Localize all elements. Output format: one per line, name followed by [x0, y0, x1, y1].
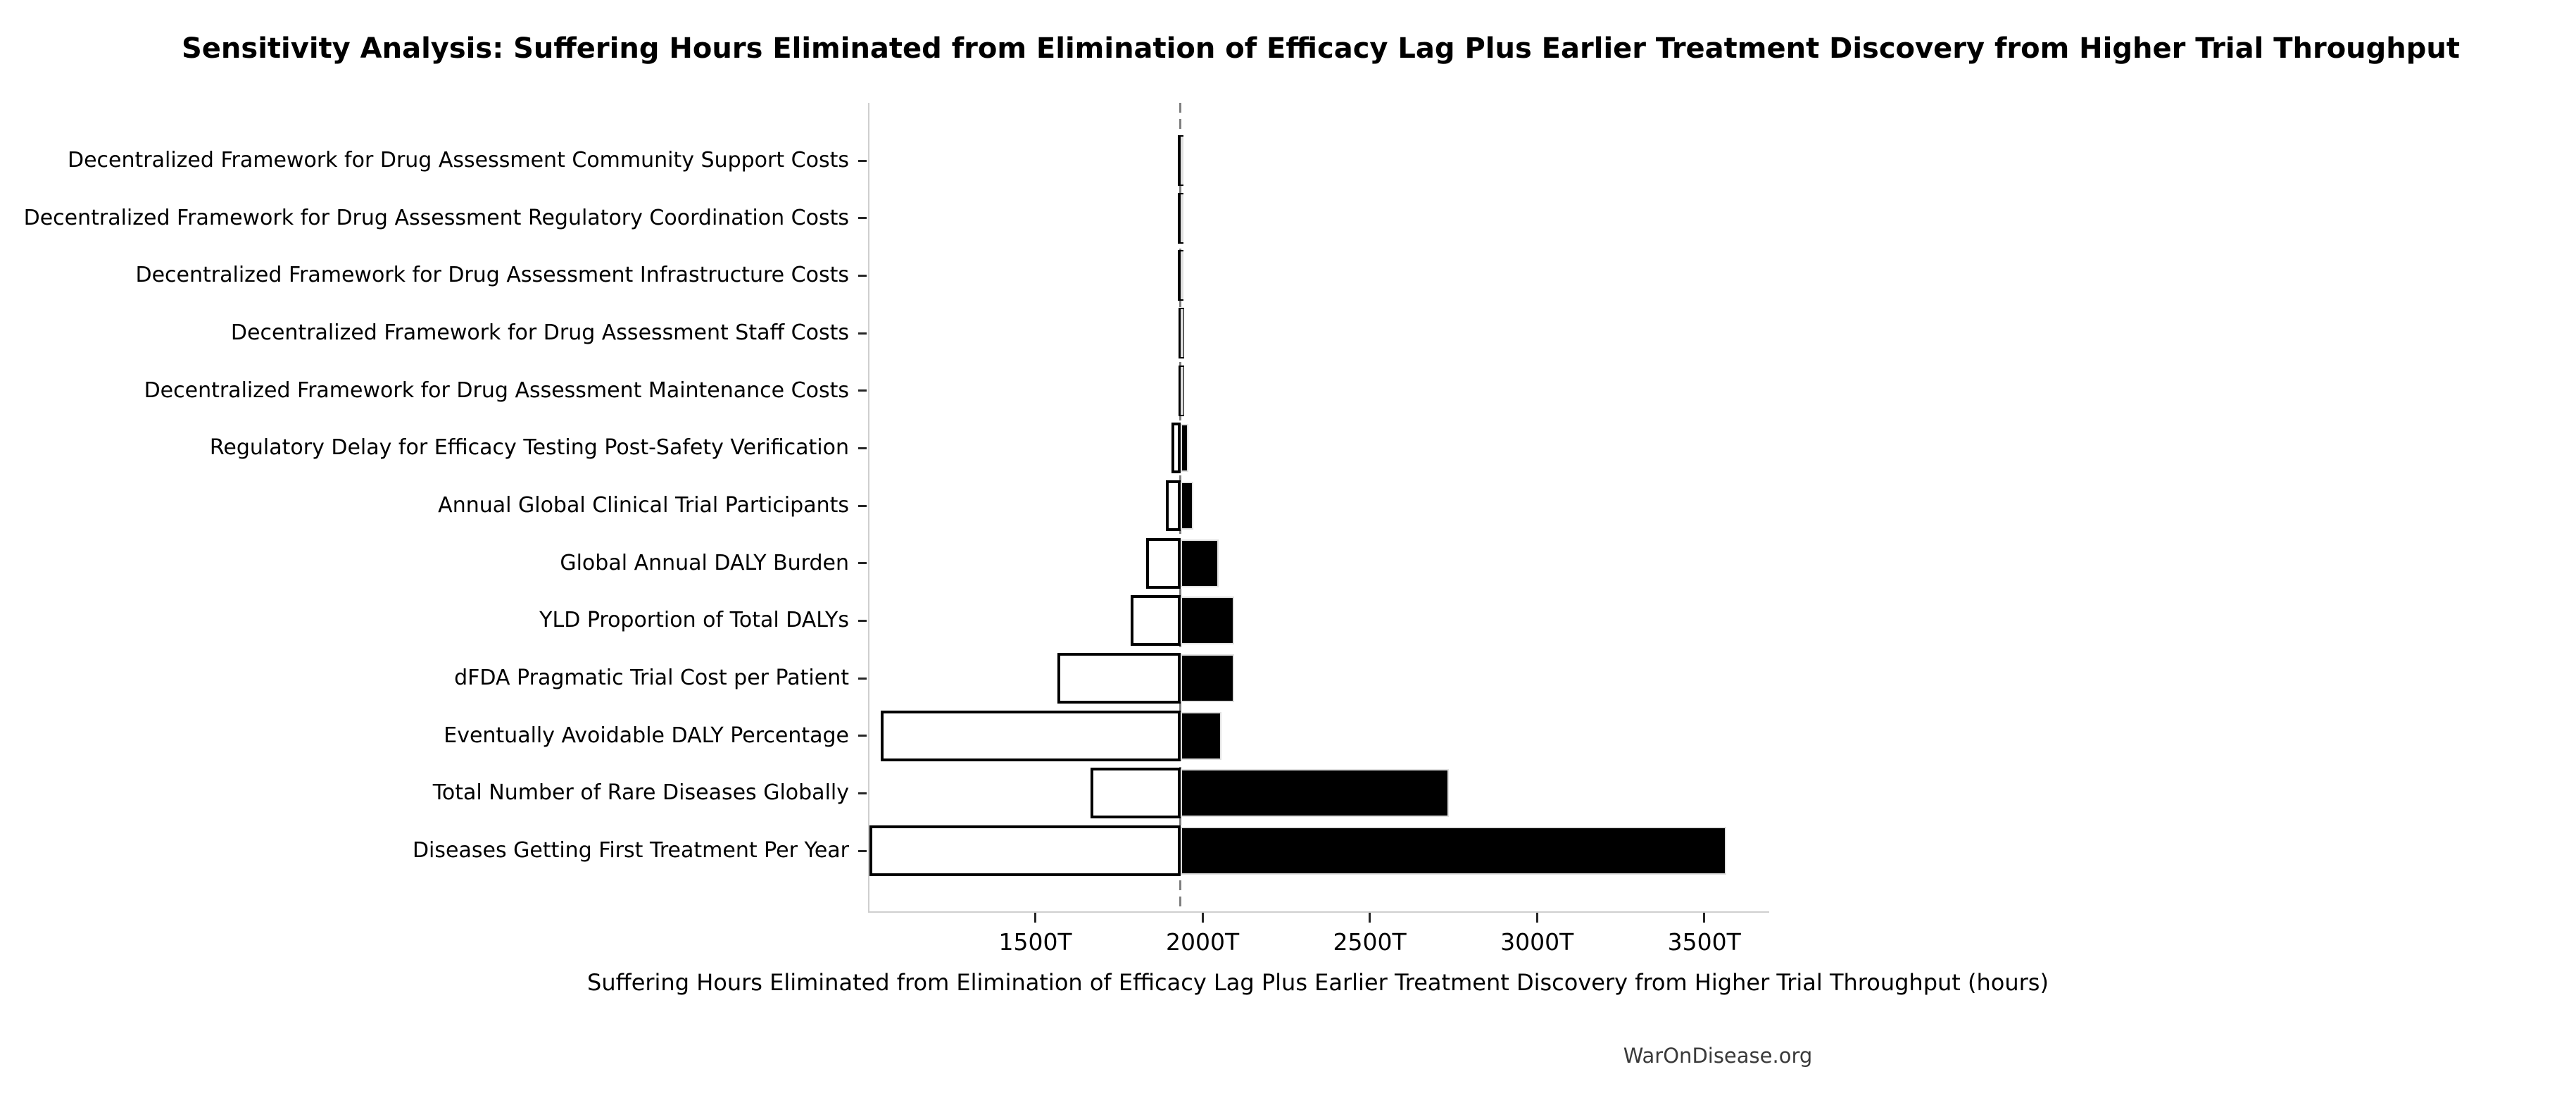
- y-tick-label: Annual Global Clinical Trial Participant…: [438, 493, 849, 518]
- bar-low-estimate: [1057, 653, 1181, 704]
- bar-low-estimate: [880, 710, 1181, 761]
- x-tick-label: 1500T: [998, 928, 1072, 956]
- bar-high-estimate: [1180, 711, 1221, 760]
- x-tick-label: 3500T: [1667, 928, 1741, 956]
- bar-high-estimate: [1180, 597, 1234, 645]
- bar-high-estimate: [1180, 769, 1449, 818]
- bar-high-estimate: [1180, 137, 1183, 185]
- bar-low-estimate: [869, 825, 1181, 876]
- bar-low-estimate: [1166, 480, 1181, 531]
- bar-high-estimate: [1180, 827, 1727, 875]
- y-tick-label: YLD Proportion of Total DALYs: [539, 608, 849, 633]
- bar-high-estimate: [1180, 309, 1183, 357]
- y-tick-label: Decentralized Framework for Drug Assessm…: [68, 148, 849, 173]
- y-tick-label: Decentralized Framework for Drug Assessm…: [144, 377, 849, 403]
- y-tick-label: Decentralized Framework for Drug Assessm…: [23, 205, 849, 230]
- x-tick-mark: [1201, 913, 1204, 923]
- x-tick-label: 3000T: [1500, 928, 1574, 956]
- bar-high-estimate: [1180, 251, 1183, 300]
- x-tick-mark: [1369, 913, 1371, 923]
- y-tick-mark: [858, 159, 867, 162]
- bar-low-estimate: [1146, 537, 1181, 589]
- y-tick-mark: [858, 562, 867, 565]
- bar-high-estimate: [1180, 539, 1219, 587]
- bar-high-estimate: [1180, 482, 1194, 530]
- chart-title: Sensitivity Analysis: Suffering Hours El…: [181, 32, 2460, 65]
- bar-low-estimate: [1171, 423, 1181, 474]
- x-axis-label: Suffering Hours Eliminated from Eliminat…: [587, 969, 2049, 996]
- x-tick-mark: [1703, 913, 1706, 923]
- y-tick-label: Global Annual DALY Burden: [560, 550, 849, 575]
- y-tick-mark: [858, 504, 867, 507]
- y-tick-label: Decentralized Framework for Drug Assessm…: [135, 263, 849, 288]
- bar-low-estimate: [1090, 768, 1181, 819]
- x-tick-label: 2000T: [1166, 928, 1240, 956]
- y-tick-label: Total Number of Rare Diseases Globally: [432, 780, 849, 806]
- y-tick-mark: [858, 389, 867, 392]
- y-tick-mark: [858, 447, 867, 449]
- x-tick-mark: [1034, 913, 1037, 923]
- y-tick-label: Regulatory Delay for Efficacy Testing Po…: [209, 435, 849, 461]
- x-tick-mark: [1535, 913, 1538, 923]
- bar-high-estimate: [1180, 366, 1183, 415]
- y-tick-label: dFDA Pragmatic Trial Cost per Patient: [454, 666, 849, 690]
- y-tick-mark: [858, 849, 867, 852]
- y-tick-mark: [858, 332, 867, 335]
- bar-high-estimate: [1180, 654, 1234, 702]
- y-tick-mark: [858, 792, 867, 794]
- y-tick-mark: [858, 274, 867, 277]
- bar-high-estimate: [1180, 194, 1184, 242]
- y-tick-label: Eventually Avoidable DALY Percentage: [444, 723, 849, 748]
- y-tick-label: Decentralized Framework for Drug Assessm…: [230, 320, 849, 345]
- y-tick-label: Diseases Getting First Treatment Per Yea…: [412, 838, 849, 863]
- y-tick-mark: [858, 735, 867, 737]
- y-tick-mark: [858, 677, 867, 680]
- footer-watermark: WarOnDisease.org: [1623, 1044, 1813, 1068]
- bar-high-estimate: [1180, 424, 1189, 473]
- y-tick-mark: [858, 619, 867, 622]
- bar-low-estimate: [1130, 595, 1181, 647]
- plot-area: [868, 103, 1769, 913]
- x-tick-label: 2500T: [1333, 928, 1407, 956]
- y-tick-mark: [858, 217, 867, 220]
